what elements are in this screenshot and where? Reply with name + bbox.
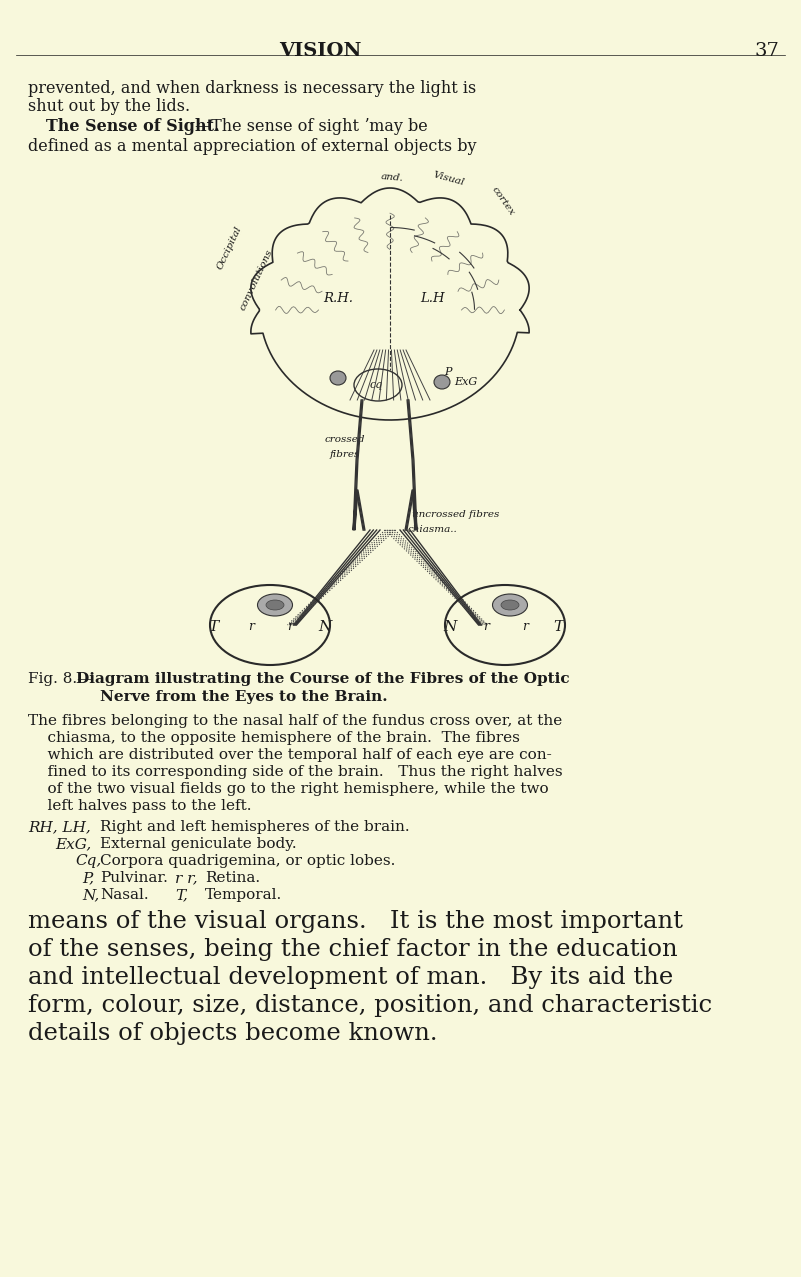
Text: Pulvinar.: Pulvinar. [100, 871, 168, 885]
Text: Visual: Visual [432, 170, 465, 186]
Text: T: T [553, 621, 563, 633]
Text: 37: 37 [755, 42, 780, 60]
Text: Nerve from the Eyes to the Brain.: Nerve from the Eyes to the Brain. [100, 690, 388, 704]
Text: fibres: fibres [330, 450, 360, 458]
Text: Cq,: Cq, [75, 854, 101, 868]
Text: defined as a mental appreciation of external objects by: defined as a mental appreciation of exte… [28, 138, 477, 155]
Ellipse shape [501, 600, 519, 610]
Text: N: N [318, 621, 332, 633]
Text: convolutions: convolutions [238, 248, 274, 312]
Text: cortex: cortex [490, 185, 517, 217]
Text: left halves pass to the left.: left halves pass to the left. [28, 799, 252, 813]
Text: cq: cq [369, 381, 383, 389]
Text: of the two visual fields go to the right hemisphere, while the two: of the two visual fields go to the right… [28, 782, 549, 796]
Text: P,: P, [82, 871, 94, 885]
Text: chiasma..: chiasma.. [408, 525, 457, 534]
Text: details of objects become known.: details of objects become known. [28, 1022, 437, 1045]
Text: prevented, and when darkness is necessary the light is: prevented, and when darkness is necessar… [28, 80, 477, 97]
Text: Diagram illustrating the Course of the Fibres of the Optic: Diagram illustrating the Course of the F… [76, 672, 570, 686]
Ellipse shape [493, 594, 528, 616]
Text: Occipital: Occipital [215, 225, 243, 272]
Ellipse shape [330, 372, 346, 384]
Ellipse shape [257, 594, 292, 616]
Text: r r,: r r, [175, 871, 198, 885]
Text: Corpora quadrigemina, or optic lobes.: Corpora quadrigemina, or optic lobes. [100, 854, 396, 868]
Text: which are distributed over the temporal half of each eye are con-: which are distributed over the temporal … [28, 748, 552, 762]
Text: —The sense of sight ʼmay be: —The sense of sight ʼmay be [195, 117, 428, 135]
Text: chiasma, to the opposite hemisphere of the brain.  The fibres: chiasma, to the opposite hemisphere of t… [28, 730, 520, 744]
Text: Nasal.: Nasal. [100, 888, 149, 902]
Ellipse shape [266, 600, 284, 610]
Text: VISION: VISION [279, 42, 361, 60]
Text: RH, LH,: RH, LH, [28, 820, 91, 834]
Text: r: r [522, 621, 528, 633]
Text: means of the visual organs.   It is the most important: means of the visual organs. It is the mo… [28, 911, 683, 933]
Text: Fig. 8.—: Fig. 8.— [28, 672, 92, 686]
Text: Right and left hemispheres of the brain.: Right and left hemispheres of the brain. [100, 820, 409, 834]
Text: r: r [287, 621, 293, 633]
Text: L.H: L.H [420, 292, 445, 305]
Text: crossed: crossed [325, 435, 365, 444]
Text: N: N [443, 621, 457, 633]
Text: r: r [248, 621, 254, 633]
Text: uncrossed fibres: uncrossed fibres [412, 510, 499, 518]
Text: The fibres belonging to the nasal half of the fundus cross over, at the: The fibres belonging to the nasal half o… [28, 714, 562, 728]
Text: Retina.: Retina. [205, 871, 260, 885]
Text: T: T [208, 621, 218, 633]
Text: r: r [483, 621, 489, 633]
Text: External geniculate body.: External geniculate body. [100, 836, 296, 850]
Text: ExG: ExG [454, 377, 477, 387]
Text: Temporal.: Temporal. [205, 888, 282, 902]
Text: and intellectual development of man.   By its aid the: and intellectual development of man. By … [28, 965, 674, 988]
Text: T,: T, [175, 888, 187, 902]
Ellipse shape [434, 375, 450, 389]
Text: of the senses, being the chief factor in the education: of the senses, being the chief factor in… [28, 939, 678, 962]
Text: P: P [444, 366, 452, 377]
Text: form, colour, size, distance, position, and characteristic: form, colour, size, distance, position, … [28, 994, 712, 1016]
Text: The Sense of Sight.: The Sense of Sight. [46, 117, 219, 135]
Text: R.H.: R.H. [323, 292, 353, 305]
Text: N,: N, [82, 888, 99, 902]
Text: ExG,: ExG, [55, 836, 91, 850]
Text: and.: and. [380, 172, 404, 183]
Text: fined to its corresponding side of the brain.   Thus the right halves: fined to its corresponding side of the b… [28, 765, 562, 779]
Text: shut out by the lids.: shut out by the lids. [28, 98, 190, 115]
